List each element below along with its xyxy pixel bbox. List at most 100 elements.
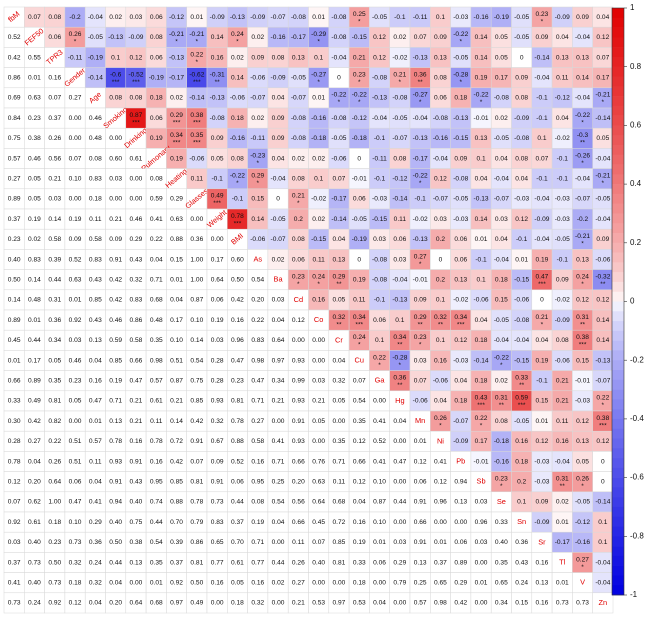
- variable-label: Sr: [538, 537, 546, 546]
- p-value: 0.01: [414, 438, 427, 445]
- p-value: 0.00: [272, 418, 285, 425]
- corr-value: 0.04: [434, 398, 447, 405]
- p-value: 0.31: [48, 297, 61, 304]
- p-value: 0.00: [312, 579, 325, 586]
- corr-value: 0.21: [292, 193, 305, 200]
- corr-value: 0.1: [314, 175, 323, 182]
- p-value: 0.35: [333, 438, 346, 445]
- corr-value: 0.1: [517, 499, 526, 506]
- corr-value: -0.02: [555, 297, 570, 304]
- corr-value: 0.04: [333, 236, 346, 243]
- corr-value: -0.09: [210, 14, 225, 21]
- p-value: 0.16: [251, 458, 264, 465]
- corr-value: -0.04: [595, 155, 610, 162]
- corr-value: 0.18: [475, 377, 488, 384]
- cell-grid: fbM 0.07 0.08 -0.2 -0.04 0.02 0.03 0.06 -0.12 0.0…: [3, 6, 614, 614]
- p-value: 0.01: [556, 579, 569, 586]
- p-value: 0.44: [109, 559, 122, 566]
- corr-value: 0.12: [576, 418, 589, 425]
- corr-value: -0.22: [230, 172, 245, 179]
- p-value: 0.51: [69, 458, 82, 465]
- p-value: 0.39: [170, 539, 183, 546]
- p-value: 0.64: [211, 276, 224, 283]
- corr-value: 0.01: [475, 236, 488, 243]
- corr-value: -0.13: [413, 135, 428, 142]
- colorbar-swatch: [612, 242, 624, 253]
- corr-value: 0.09: [556, 276, 569, 283]
- corr-value: -0.08: [210, 115, 225, 122]
- corr-value: 0.21: [393, 71, 406, 78]
- variable-label: Pb: [456, 456, 465, 465]
- corr-value: 0.29: [333, 273, 346, 280]
- p-value: 0.66: [292, 519, 305, 526]
- p-value: 0.97: [333, 600, 346, 607]
- p-value: 0.00: [393, 478, 406, 485]
- p-value: 0.89: [454, 559, 467, 566]
- corr-value: -0.07: [595, 377, 610, 384]
- corr-value: 0.78: [231, 213, 244, 220]
- p-value: 0.52: [69, 256, 82, 263]
- corr-value: 0.05: [495, 34, 508, 41]
- significance-stars: ***: [193, 140, 201, 147]
- corr-value: 0.1: [314, 54, 323, 61]
- significance-stars: *: [419, 342, 422, 349]
- p-value: 0.07: [353, 377, 366, 384]
- significance-stars: **: [580, 140, 586, 147]
- p-value: 0.10: [69, 519, 82, 526]
- corr-value: 0.04: [495, 155, 508, 162]
- p-value: 0.12: [414, 458, 427, 465]
- p-value: 0.04: [89, 357, 102, 364]
- corr-value: -0.07: [291, 95, 306, 102]
- p-value: 1.00: [190, 256, 203, 263]
- p-value: 0.12: [69, 600, 82, 607]
- p-value: 0.96: [434, 499, 447, 506]
- corr-value: 0.04: [596, 14, 609, 21]
- colorbar-swatch: [612, 467, 624, 478]
- corr-value: -0.05: [88, 34, 103, 41]
- p-value: 0.36: [89, 539, 102, 546]
- corr-value: -0.14: [331, 216, 346, 223]
- significance-stars: *: [459, 39, 462, 46]
- colorbar-swatch: [612, 193, 624, 204]
- significance-stars: *: [74, 39, 77, 46]
- p-value: 0.91: [130, 458, 143, 465]
- p-value: 0.41: [373, 418, 386, 425]
- corr-value: 0.06: [393, 236, 406, 243]
- variable-label: Ga: [375, 376, 386, 385]
- corr-value: 0.06: [373, 317, 386, 324]
- corr-value: 0: [601, 458, 605, 465]
- p-value: 0.40: [28, 579, 41, 586]
- p-value: 0.27: [251, 418, 264, 425]
- corr-value: -0.08: [433, 115, 448, 122]
- corr-value: -0.06: [595, 256, 610, 263]
- p-value: 0.46: [69, 357, 82, 364]
- p-value: 0.21: [130, 418, 143, 425]
- p-value: 0.83: [211, 519, 224, 526]
- corr-value: -0.09: [453, 438, 468, 445]
- corr-value: -0.16: [311, 115, 326, 122]
- corr-value: -0.04: [494, 175, 509, 182]
- p-value: 0.29: [393, 559, 406, 566]
- p-value: 0.00: [373, 579, 386, 586]
- p-value: 0.84: [8, 115, 21, 122]
- significance-stars: *: [541, 321, 544, 328]
- p-value: 0.93: [292, 357, 305, 364]
- significance-stars: *: [399, 362, 402, 369]
- corr-value: 0.15: [576, 357, 589, 364]
- p-value: 0.42: [170, 458, 183, 465]
- p-value: 0.65: [434, 579, 447, 586]
- p-value: 0.72: [170, 438, 183, 445]
- p-value: 0.61: [28, 519, 41, 526]
- p-value: 0.61: [231, 559, 244, 566]
- corr-value: -0.15: [372, 216, 387, 223]
- colorbar-swatch: [612, 506, 624, 518]
- corr-value: -0.03: [372, 196, 387, 203]
- corr-value: 0.22: [190, 51, 203, 58]
- corr-value: -0.03: [453, 216, 468, 223]
- p-value: 0.87: [373, 499, 386, 506]
- p-value: 0.41: [89, 499, 102, 506]
- significance-stars: **: [580, 321, 586, 328]
- corr-value: 0.09: [272, 115, 285, 122]
- corr-value: -0.06: [474, 297, 489, 304]
- p-value: 0.00: [312, 337, 325, 344]
